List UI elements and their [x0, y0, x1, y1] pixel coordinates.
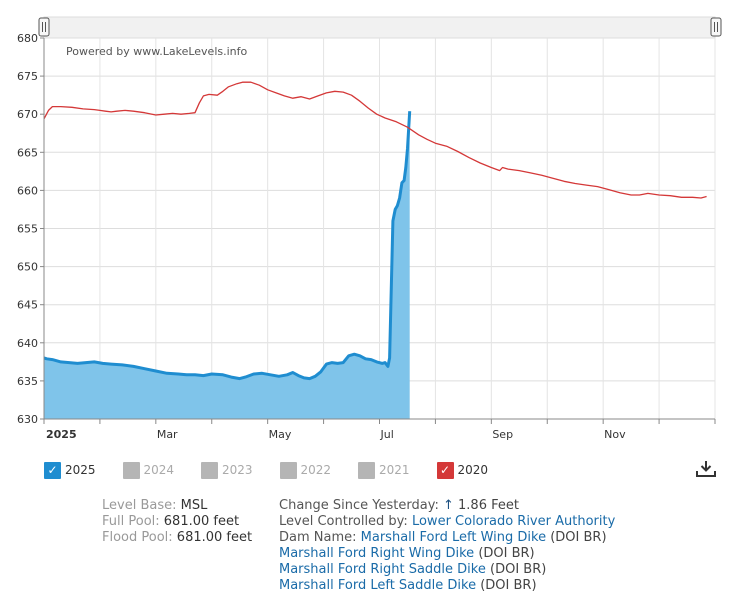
flood-pool-label: Flood Pool: — [102, 530, 173, 545]
y-tick-label: 640 — [17, 337, 38, 350]
legend-item-2022[interactable]: 2022 — [279, 459, 332, 481]
y-tick-label: 630 — [17, 413, 38, 426]
legend-item-2020[interactable]: ✓ 2020 — [436, 459, 489, 481]
x-tick-label: Mar — [157, 428, 178, 441]
axes: 680 675 670 665 660 655 650 645 640 635 630 2025 Mar… — [17, 32, 716, 441]
legend-item-2023[interactable]: 2023 — [201, 459, 253, 481]
x-tick-label: May — [269, 428, 292, 441]
dam-suffix-4: (DOI BR) — [480, 578, 537, 593]
series-2020-line — [43, 81, 707, 199]
y-tick-label: 670 — [17, 108, 38, 121]
up-arrow-icon: ↑ — [442, 498, 454, 513]
dam-name-label: Dam Name: — [279, 530, 357, 545]
checkmark-icon[interactable]: ✓ — [44, 461, 61, 479]
flood-pool-value: 681.00 feet — [176, 530, 253, 545]
x-tick-label: 2025 — [46, 428, 77, 441]
x-tick-label: Nov — [604, 428, 626, 441]
legend-item-2021[interactable]: 2021 — [358, 459, 410, 481]
legend-item-2025[interactable]: ✓ 2025 — [44, 459, 96, 481]
scroll-handle-left-icon[interactable] — [38, 17, 50, 37]
legend-label: 2023 — [222, 463, 253, 477]
pool-info: Level Base: MSL Full Pool: 681.00 feet F… — [102, 498, 252, 546]
dam-suffix-2: (DOI BR) — [478, 546, 535, 561]
series-2025-area — [44, 111, 410, 419]
checkmark-icon[interactable]: ✓ — [436, 461, 454, 479]
level-base-value: MSL — [180, 498, 208, 513]
checkbox-icon[interactable] — [122, 461, 140, 479]
dam-link-4[interactable]: Marshall Ford Left Saddle Dike — [279, 578, 477, 593]
y-tick-label: 645 — [17, 299, 38, 312]
y-tick-label: 650 — [17, 261, 38, 274]
lake-info: Change Since Yesterday: ↑ 1.86 Feet Leve… — [279, 498, 615, 594]
dam-link-2[interactable]: Marshall Ford Right Wing Dike — [279, 546, 475, 561]
checkbox-icon[interactable] — [279, 461, 297, 479]
full-pool-label: Full Pool: — [102, 514, 160, 529]
dam-link-3[interactable]: Marshall Ford Right Saddle Dike — [279, 562, 486, 577]
y-tick-label: 660 — [17, 184, 38, 197]
change-label: Change Since Yesterday: — [279, 498, 439, 513]
scroll-handle-right-icon[interactable] — [710, 17, 722, 37]
legend-item-2024[interactable]: 2024 — [122, 459, 175, 481]
series-layer — [43, 81, 707, 419]
dam-link-1[interactable]: Marshall Ford Left Wing Dike — [360, 530, 547, 545]
y-tick-label: 665 — [17, 146, 38, 159]
legend-label: 2025 — [65, 463, 96, 477]
legend-label: 2020 — [457, 463, 489, 477]
checkbox-icon[interactable] — [201, 461, 218, 479]
y-tick-label: 635 — [17, 375, 38, 388]
lake-level-chart: 680 675 670 665 660 655 650 645 640 635 630 2025 Mar… — [17, 16, 722, 441]
change-value: 1.86 Feet — [458, 498, 519, 513]
watermark: Powered by www.LakeLevels.info — [66, 45, 248, 58]
checkbox-icon[interactable] — [358, 461, 375, 479]
dam-suffix-1: (DOI BR) — [550, 530, 607, 545]
scrollbar-track[interactable] — [43, 16, 716, 39]
y-tick-label: 680 — [17, 32, 38, 45]
legend-label: 2022 — [300, 463, 332, 477]
controlled-by-link[interactable]: Lower Colorado River Authority — [411, 514, 616, 529]
y-tick-label: 675 — [17, 70, 38, 83]
x-tick-label: Jul — [380, 428, 394, 441]
y-tick-label: 655 — [17, 223, 38, 236]
full-pool-value: 681.00 feet — [163, 514, 240, 529]
series-2025-line — [43, 111, 412, 381]
legend-label: 2021 — [379, 463, 410, 477]
level-base-label: Level Base: — [102, 498, 177, 513]
dam-suffix-3: (DOI BR) — [490, 562, 547, 577]
download-icon[interactable] — [695, 460, 717, 478]
x-tick-label: Sep — [492, 428, 513, 441]
controlled-by-label: Level Controlled by: — [279, 514, 408, 529]
legend-label: 2024 — [143, 463, 175, 477]
